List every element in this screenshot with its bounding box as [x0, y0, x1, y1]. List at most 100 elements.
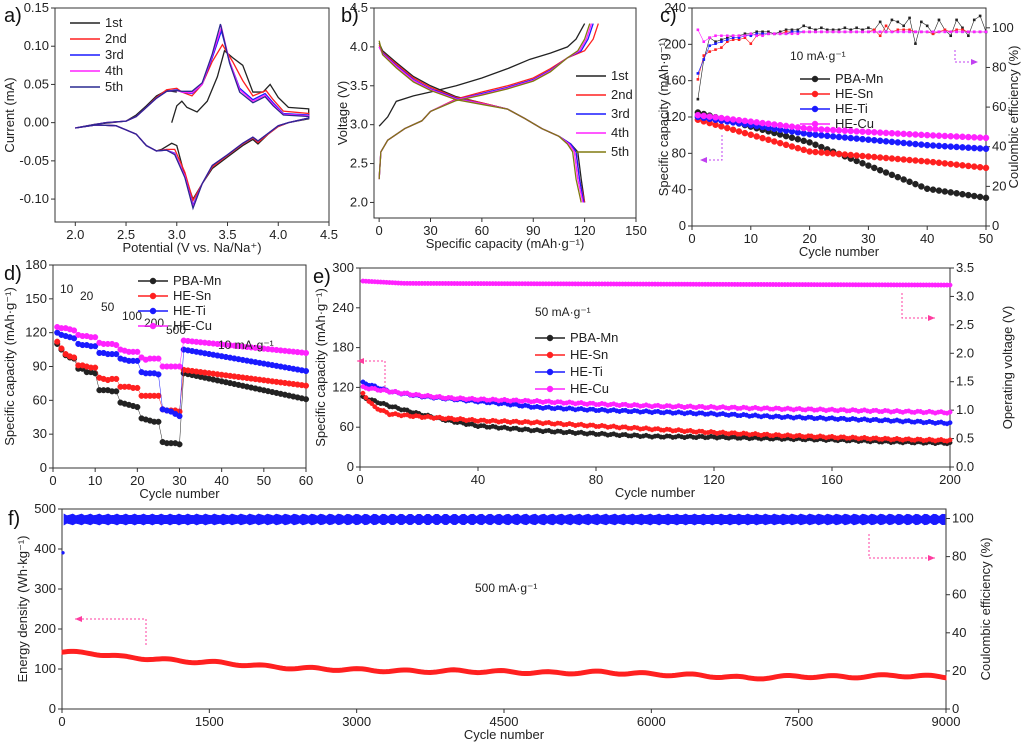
capacity-point	[894, 155, 902, 163]
x-tick-label: 200	[939, 472, 961, 487]
capacity-point	[812, 148, 819, 156]
arrow-head	[700, 157, 707, 163]
efficiency-point	[702, 40, 706, 43]
x-tick-label: 50	[257, 473, 271, 488]
efficiency-point	[743, 36, 747, 40]
x-tick-label: 30	[861, 231, 875, 246]
capacity-point	[947, 143, 954, 150]
efficiency-point	[878, 20, 882, 24]
legend-label: 3rd	[105, 47, 124, 62]
y-tick-label: 200	[664, 36, 686, 51]
x-tick-label: 120	[574, 223, 596, 238]
x-tick-label: 50	[979, 231, 993, 246]
capacity-point	[865, 162, 872, 169]
x-tick-label: 120	[703, 472, 725, 487]
y-tick-label: 3.5	[350, 78, 368, 93]
efficiency-point	[984, 30, 988, 34]
y2-tick-label: 0	[952, 701, 959, 716]
y-axis-label: Specific capacity (mAh·g⁻¹)	[313, 288, 328, 447]
capacity-point	[912, 157, 919, 164]
axis-pointer-arrow	[868, 534, 935, 559]
efficiency-point	[725, 34, 729, 38]
capacity-point	[982, 134, 990, 142]
x-axis-label: Specific capacity (mAh·g⁻¹)	[426, 236, 585, 251]
capacity-point	[700, 112, 708, 120]
capacity-point	[929, 186, 937, 193]
x-axis-label: Potential (V vs. Na/Na⁺)	[122, 240, 261, 255]
x-tick-label: 1500	[195, 714, 224, 729]
capacity-point	[753, 119, 760, 126]
coulombic-efficiency-band	[63, 513, 946, 526]
efficiency-point	[949, 30, 953, 34]
panel-f: 0 1500 3000 4500 6000 7500 9000010020030040050…	[8, 501, 993, 742]
y-tick-label: 4.0	[350, 39, 368, 54]
capacity-point	[941, 132, 949, 140]
y-tick-label: 2.0	[350, 194, 368, 209]
capacity-point	[369, 401, 375, 407]
efficiency-point	[902, 30, 905, 34]
efficiency-point	[890, 30, 894, 34]
capacity-point	[953, 190, 960, 197]
charge-curve-3rd	[378, 23, 594, 180]
y-tick-label: -0.10	[19, 191, 49, 206]
x-tick-label: 3.0	[168, 227, 186, 242]
capacity-point	[970, 144, 978, 152]
rate-annotation: 10 mA·g⁻¹	[218, 338, 274, 352]
efficiency-point	[790, 32, 794, 36]
efficiency-point	[784, 30, 788, 34]
rate-label: 50	[101, 300, 115, 314]
efficiency-point	[725, 40, 729, 43]
efficiency-point	[943, 28, 947, 32]
y2-tick-label: 2.0	[956, 345, 974, 360]
efficiency-point	[737, 34, 741, 38]
capacity-point	[806, 125, 813, 133]
efficiency-point	[796, 30, 800, 34]
capacity-point	[806, 131, 813, 138]
efficiency-point	[872, 28, 876, 32]
efficiency-point	[702, 58, 706, 61]
capacity-point	[953, 143, 960, 151]
efficiency-point	[802, 24, 806, 28]
capacity-point	[976, 193, 984, 201]
capacity-point	[771, 138, 778, 145]
efficiency-point	[761, 34, 764, 38]
y2-tick-label: 0.5	[956, 431, 974, 446]
efficiency-point	[796, 32, 800, 36]
efficiency-point	[878, 30, 882, 34]
rate-point	[92, 370, 99, 377]
capacity-point	[818, 149, 825, 156]
y-tick-label: 300	[332, 260, 354, 275]
efficiency-point	[961, 28, 964, 32]
efficiency-point	[714, 48, 717, 51]
capacity-point	[982, 164, 990, 172]
capacity-point	[906, 130, 913, 138]
efficiency-point	[872, 30, 876, 34]
x-tick-label: 80	[589, 472, 603, 487]
capacity-point	[935, 187, 943, 194]
x-tick-label: 30	[172, 473, 186, 488]
capacity-point	[812, 141, 819, 148]
arrow-head	[357, 358, 364, 364]
legend-label: HE-Ti	[570, 364, 603, 379]
capacity-point	[729, 116, 737, 123]
efficiency-point	[978, 14, 982, 18]
legend-marker	[149, 277, 157, 285]
capacity-point	[812, 131, 819, 139]
y2-tick-label: 1.0	[956, 402, 974, 417]
rate-point	[176, 363, 183, 370]
y-axis-label: Specific capacity (mAh·g⁻¹)	[656, 38, 671, 197]
axis-pointer-arrow	[901, 293, 935, 319]
efficiency-point	[908, 30, 911, 34]
capacity-point	[941, 188, 949, 195]
efficiency-point	[937, 30, 941, 34]
legend-label: 3rd	[611, 106, 630, 121]
capacity-point	[853, 157, 860, 165]
x-axis-label: Cycle number	[799, 244, 880, 259]
efficiency-point	[914, 42, 917, 45]
x-tick-label: 150	[625, 223, 647, 238]
x-tick-label: 2.5	[117, 227, 135, 242]
panel-b: 0 30 60 90 120 150 2.0 2.5 3.0 3.5 4.0 4.5b) Specifi…	[335, 0, 647, 251]
capacity-point	[794, 144, 802, 152]
efficiency-point	[861, 30, 864, 34]
efficiency-point	[761, 30, 764, 34]
